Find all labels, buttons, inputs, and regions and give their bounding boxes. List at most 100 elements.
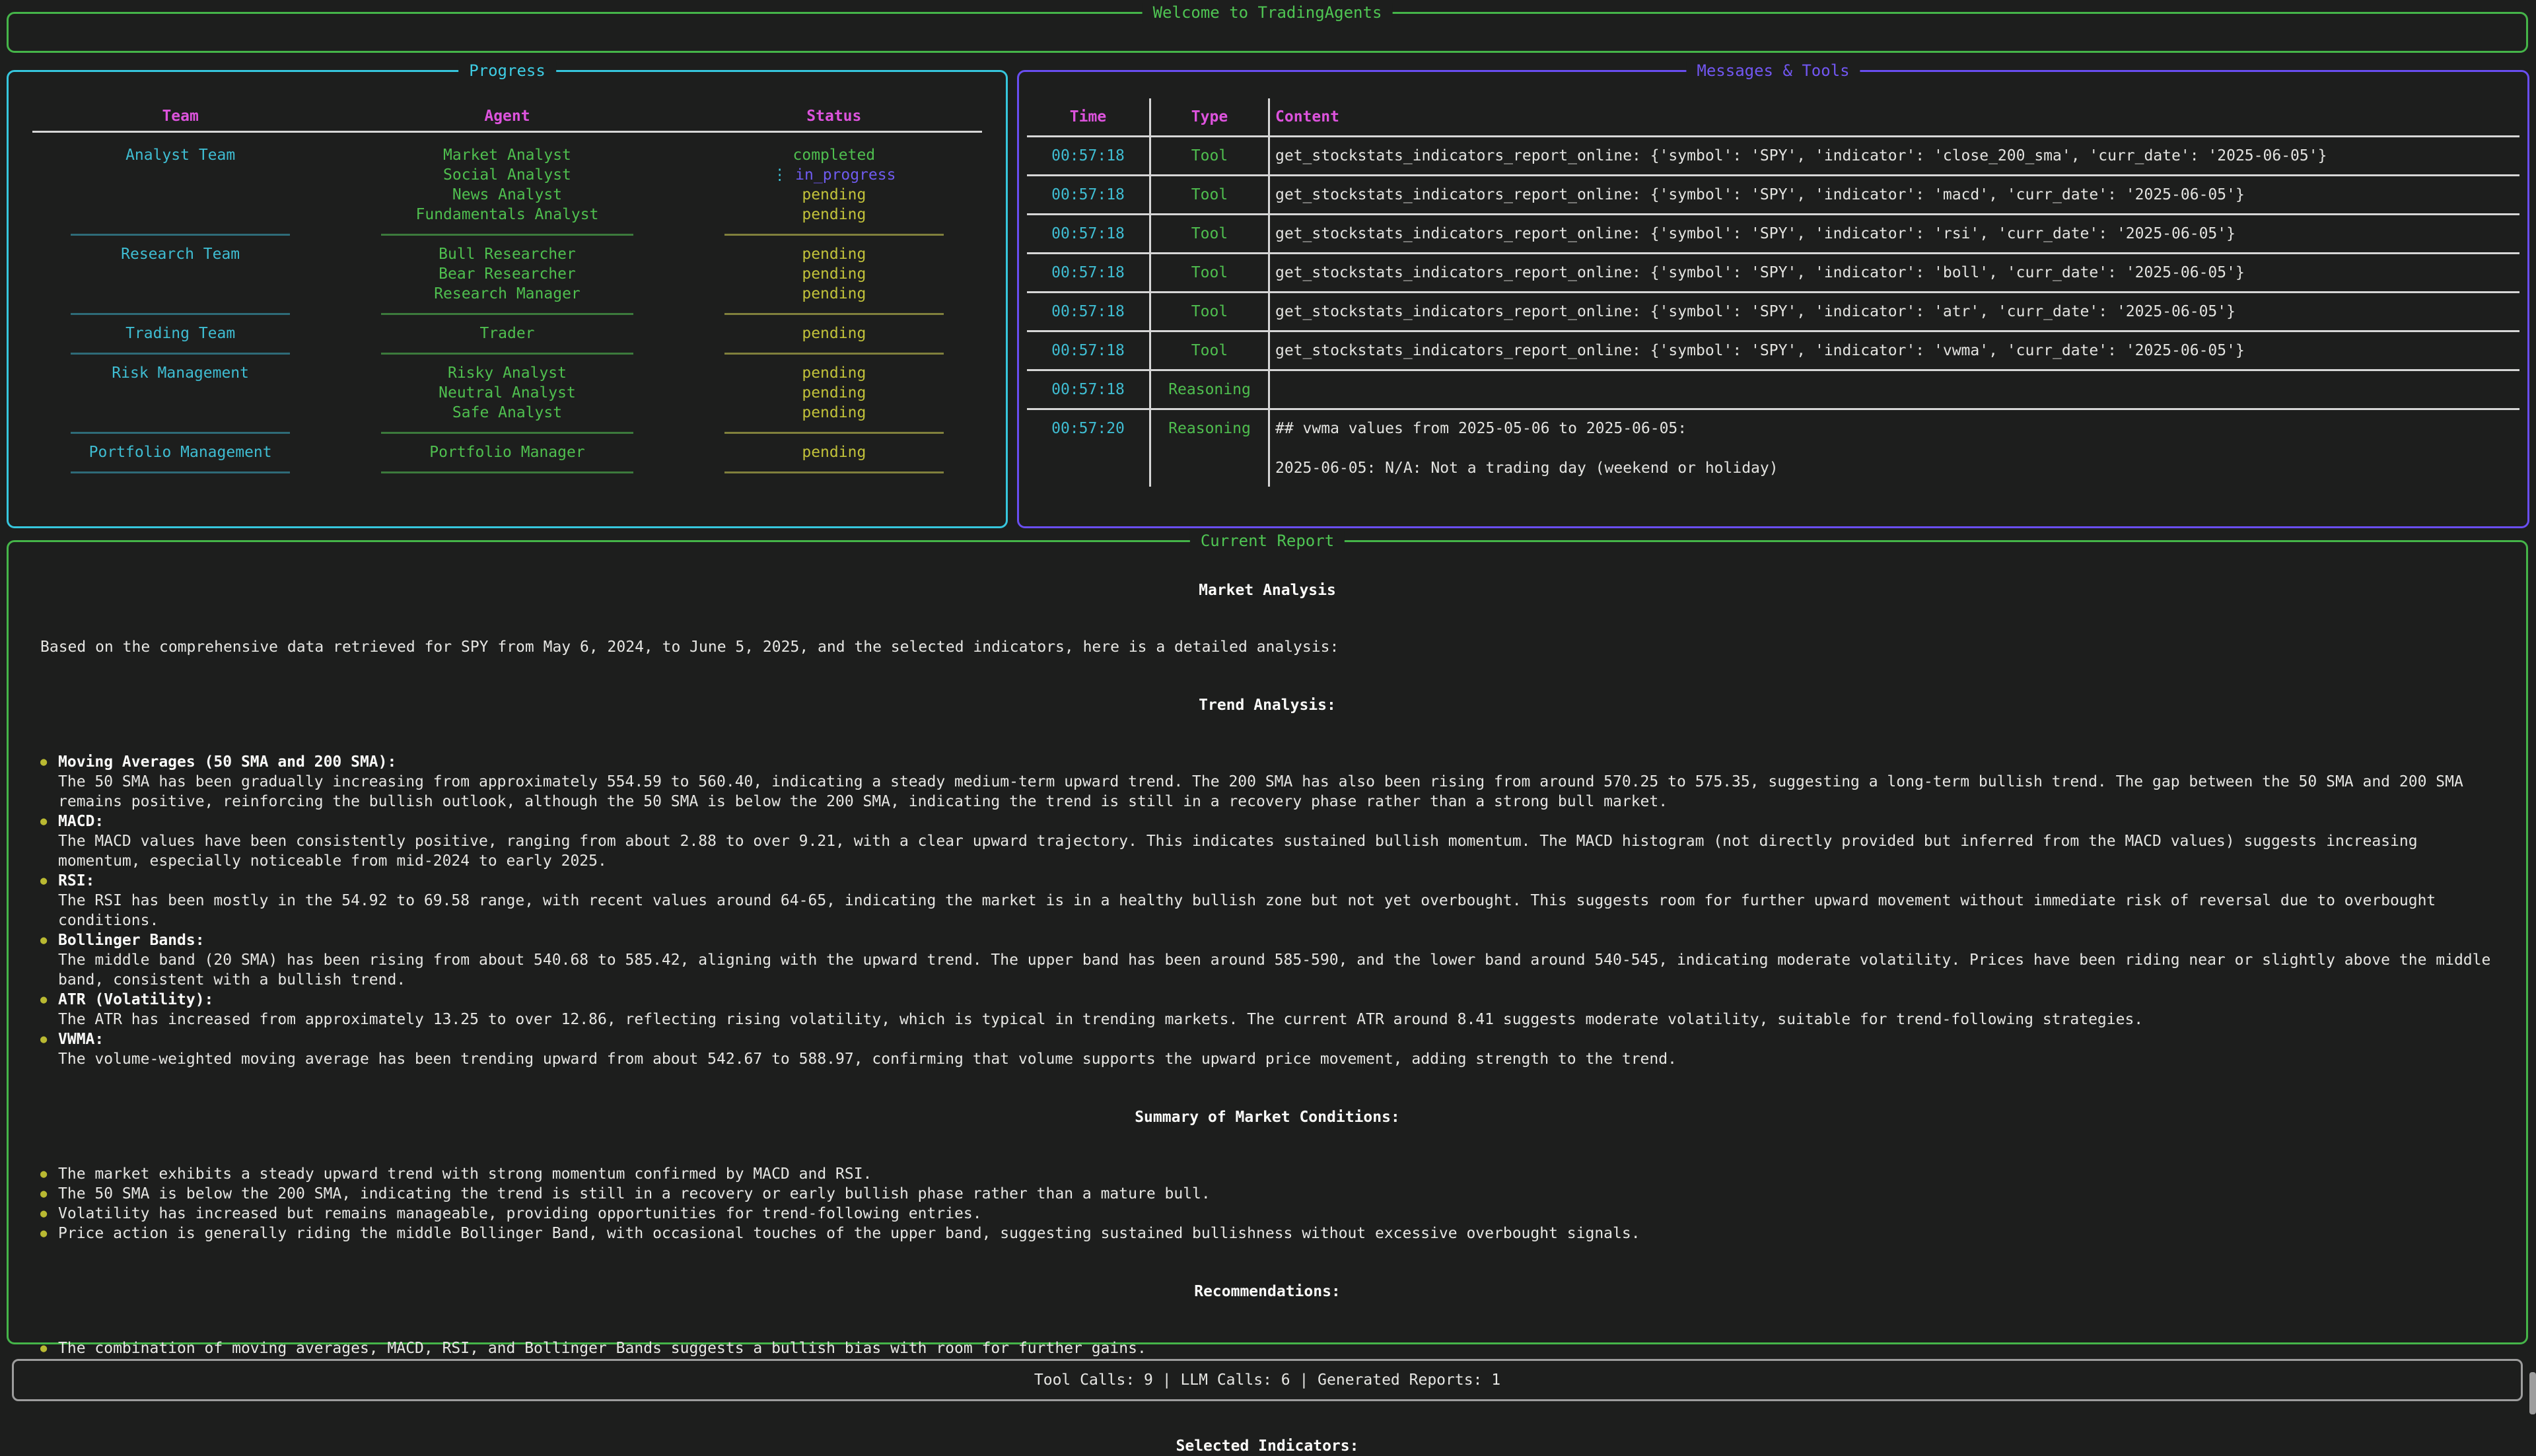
report-title: Market Analysis [1199,582,1336,599]
scrollbar-thumb[interactable] [2529,1372,2536,1414]
message-type: Tool [1151,293,1270,330]
report-intro: Based on the comprehensive data retrieve… [40,639,1339,656]
bullet-text: The RSI has been mostly in the 54.92 to … [58,892,2436,929]
team-name [28,205,332,225]
team-name: Research Team [121,246,240,263]
group-separator [28,423,986,442]
message-content [1270,371,2519,408]
footer-stats: Tool Calls: 9 | LLM Calls: 6 | Generated… [1034,1371,1501,1389]
group-separator [28,343,986,363]
message-row: 00:57:18 Tool get_stockstats_indicators_… [1027,176,2519,215]
message-row: 00:57:18 Tool get_stockstats_indicators_… [1027,293,2519,332]
agent-status: pending [802,444,866,461]
column-header-time: Time [1027,98,1151,135]
welcome-panel: Welcome to TradingAgents [7,3,2528,53]
message-type: Tool [1151,176,1270,213]
agent-name: Risky Analyst [447,364,567,382]
bullet-title: MACD: [58,813,104,830]
group-separator [28,225,986,244]
message-row: 00:57:18 Tool get_stockstats_indicators_… [1027,137,2519,176]
agent-status: completed [792,147,876,164]
progress-row: Analyst Team Market Analyst completed [28,145,986,165]
team-name: Portfolio Management [88,444,272,461]
status-spinner: ⋮ [772,166,788,184]
agent-status: pending [802,364,866,382]
team-name [28,383,332,403]
messages-panel: Messages & Tools Time Type Content 00:57… [1017,61,2529,528]
message-row: 00:57:18 Tool get_stockstats_indicators_… [1027,215,2519,254]
messages-panel-title: Messages & Tools [1686,61,1860,81]
message-type: Tool [1151,254,1270,291]
message-row: 00:57:18 Tool get_stockstats_indicators_… [1027,254,2519,293]
agent-name: Trader [479,325,535,342]
bullet-text: Volatility has increased but remains man… [58,1205,982,1222]
column-header-status: Status [806,108,862,125]
report-bullet: VWMA: The volume-weighted moving average… [40,1029,2494,1069]
progress-row: Neutral Analyst pending [28,383,986,403]
report-bullet: RSI: The RSI has been mostly in the 54.9… [40,871,2494,930]
message-time: 00:57:20 [1027,410,1151,487]
terminal-screen: { "app": { "title": "Welcome to TradingA… [0,0,2536,1426]
progress-row: Safe Analyst pending [28,403,986,423]
team-name: Trading Team [125,325,236,342]
group-separator [28,304,986,324]
progress-row: Research Team Bull Researcher pending [28,244,986,264]
progress-row: Risk Management Risky Analyst pending [28,363,986,383]
message-type: Tool [1151,137,1270,174]
team-name [28,165,332,185]
message-time: 00:57:18 [1027,371,1151,408]
team-name: Risk Management [112,364,250,382]
footer-bar: Tool Calls: 9 | LLM Calls: 6 | Generated… [12,1359,2523,1401]
message-content: get_stockstats_indicators_report_online:… [1275,147,2327,164]
report-section: Trend Analysis: Moving Averages (50 SMA … [40,695,2494,1069]
report-bullet: Price action is generally riding the mid… [40,1224,2494,1243]
message-content: get_stockstats_indicators_report_online:… [1275,264,2245,281]
message-content: get_stockstats_indicators_report_online:… [1275,342,2245,359]
progress-row: Fundamentals Analyst pending [28,205,986,225]
message-content: get_stockstats_indicators_report_online:… [1275,186,2245,203]
report-panel: Current Report Market Analysis Based on … [7,531,2528,1455]
message-type: Tool [1151,332,1270,369]
messages-table: Time Type Content 00:57:18 Tool get_stoc… [1027,98,2519,487]
bullet-text: The 50 SMA has been gradually increasing… [58,773,2463,810]
agent-status: pending [802,265,866,283]
welcome-title: Welcome to TradingAgents [1142,3,1393,22]
report-bullet: The 50 SMA is below the 200 SMA, indicat… [40,1184,2494,1204]
agent-status: pending [802,246,866,263]
bullet-text: The 50 SMA is below the 200 SMA, indicat… [58,1185,1211,1202]
report-section: Summary of Market Conditions: The market… [40,1107,2494,1243]
agent-name: Market Analyst [443,147,571,164]
message-type: Reasoning [1151,410,1270,487]
report-bullet: MACD: The MACD values have been consiste… [40,812,2494,871]
progress-header-rule [32,131,982,140]
agent-name: Research Manager [434,285,581,302]
agent-name: News Analyst [452,186,563,203]
message-row: 00:57:20 Reasoning ## vwma values from 2… [1027,410,2519,487]
progress-row: Portfolio Management Portfolio Manager p… [28,442,986,462]
report-bullet: The combination of moving averages, MACD… [40,1338,2494,1358]
bullet-text: The ATR has increased from approximately… [58,1011,2144,1028]
progress-panel: Progress Team Agent Status Analyst Team … [7,61,1008,528]
message-type: Reasoning [1151,371,1270,408]
message-time: 00:57:18 [1027,215,1151,252]
agent-name: Fundamentals Analyst [415,206,599,223]
progress-header-row: Team Agent Status [28,106,986,126]
message-row: 00:57:18 Tool get_stockstats_indicators_… [1027,332,2519,371]
report-body: Market Analysis Based on the comprehensi… [9,542,2526,1456]
progress-row: Research Manager pending [28,284,986,304]
progress-panel-title: Progress [458,61,556,81]
progress-row: Bear Researcher pending [28,264,986,284]
message-content: get_stockstats_indicators_report_online:… [1275,303,2236,320]
section-heading: Summary of Market Conditions: [1135,1109,1400,1126]
agent-status: pending [802,206,866,223]
progress-row: News Analyst pending [28,185,986,205]
progress-row: Trading Team Trader pending [28,324,986,343]
report-bullet: ATR (Volatility): The ATR has increased … [40,990,2494,1029]
column-header-type: Type [1151,98,1270,135]
report-bullet: The market exhibits a steady upward tren… [40,1164,2494,1184]
messages-header-row: Time Type Content [1027,98,2519,137]
agent-status: pending [802,384,866,401]
section-heading: Trend Analysis: [1199,697,1336,714]
bullet-title: ATR (Volatility): [58,991,214,1008]
team-name: Analyst Team [125,147,236,164]
